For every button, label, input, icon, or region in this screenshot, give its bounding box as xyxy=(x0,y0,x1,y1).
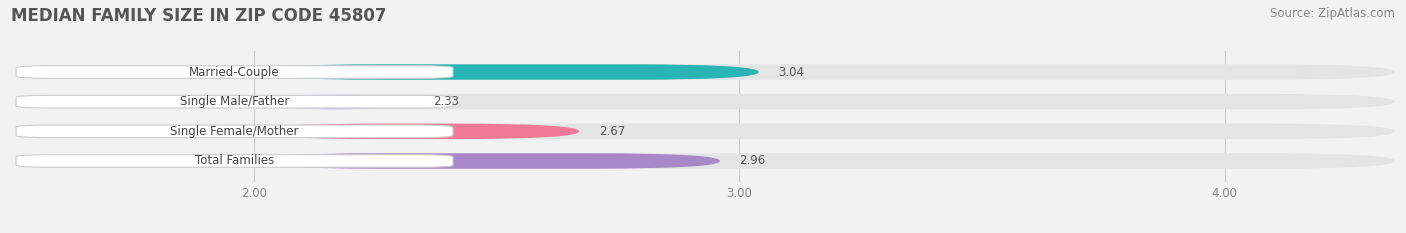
Text: 2.33: 2.33 xyxy=(433,95,460,108)
FancyBboxPatch shape xyxy=(15,155,453,167)
FancyBboxPatch shape xyxy=(15,95,453,108)
Text: Total Families: Total Families xyxy=(195,154,274,168)
FancyBboxPatch shape xyxy=(15,125,453,138)
Text: Married-Couple: Married-Couple xyxy=(190,65,280,79)
FancyBboxPatch shape xyxy=(15,66,453,78)
Text: Source: ZipAtlas.com: Source: ZipAtlas.com xyxy=(1270,7,1395,20)
FancyBboxPatch shape xyxy=(254,124,1395,139)
Text: Single Female/Mother: Single Female/Mother xyxy=(170,125,299,138)
Text: Single Male/Father: Single Male/Father xyxy=(180,95,290,108)
Text: 2.67: 2.67 xyxy=(599,125,624,138)
FancyBboxPatch shape xyxy=(254,64,1395,80)
Text: 3.04: 3.04 xyxy=(779,65,804,79)
Text: MEDIAN FAMILY SIZE IN ZIP CODE 45807: MEDIAN FAMILY SIZE IN ZIP CODE 45807 xyxy=(11,7,387,25)
FancyBboxPatch shape xyxy=(254,153,1395,169)
FancyBboxPatch shape xyxy=(254,153,720,169)
FancyBboxPatch shape xyxy=(254,124,579,139)
FancyBboxPatch shape xyxy=(254,94,1395,109)
FancyBboxPatch shape xyxy=(254,94,415,109)
Text: 2.96: 2.96 xyxy=(740,154,766,168)
FancyBboxPatch shape xyxy=(254,64,759,80)
